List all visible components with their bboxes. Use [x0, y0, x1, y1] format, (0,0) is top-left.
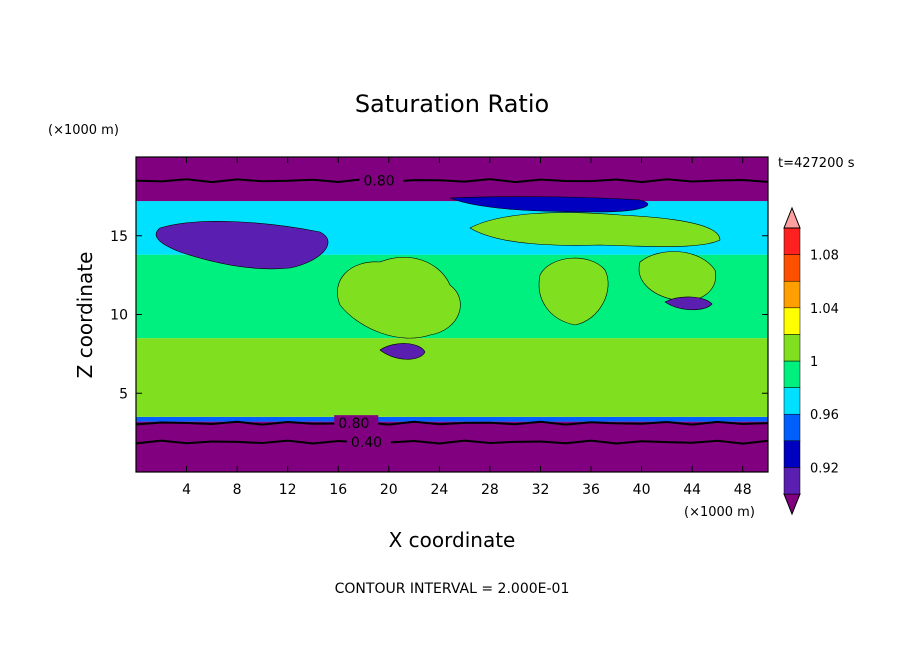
high-level-blob — [638, 251, 717, 302]
y-axis: 5 10 15 — [110, 229, 768, 402]
contour-label-bg — [346, 434, 391, 451]
low-level-blob — [379, 343, 426, 360]
x-tick-label: 12 — [279, 482, 297, 498]
contour-line — [136, 178, 768, 184]
colorbar-segment — [783, 254, 801, 282]
contour-label-bg — [334, 415, 379, 432]
colorbar-extend-high — [783, 206, 801, 229]
colorbar-label: 1.08 — [810, 249, 839, 264]
y-tick-label: 10 — [110, 308, 128, 324]
y-unit-label: (×1000 m) — [48, 123, 119, 138]
contour-label: 0.80 — [364, 174, 395, 190]
x-tick-label: 36 — [582, 482, 600, 498]
colorbar-segment — [783, 413, 801, 442]
x-tick-label: 44 — [683, 482, 701, 498]
colorbar-segment — [783, 387, 801, 415]
x-axis-title: X coordinate — [389, 528, 516, 552]
plot-area: 0.80 0.80 0.40 — [136, 157, 768, 472]
contour-line — [136, 420, 768, 426]
x-tick-label: 20 — [380, 482, 398, 498]
x-tick-label: 28 — [481, 482, 499, 498]
low-level-blob — [155, 221, 329, 270]
colorbar-label: 0.96 — [810, 408, 839, 423]
low-level-blob — [449, 196, 649, 213]
x-axis: 4 8 12 16 20 24 28 32 36 40 44 48 — [182, 157, 752, 498]
low-level-blob — [664, 296, 713, 311]
colorbar-segment — [783, 360, 801, 388]
y-axis-title: Z coordinate — [73, 252, 97, 379]
contour-band — [136, 416, 768, 422]
high-level-blob — [337, 257, 461, 339]
colorbar-label: 1.04 — [810, 302, 839, 317]
colorbar-segment — [783, 440, 801, 468]
x-tick-label: 48 — [734, 482, 752, 498]
x-tick-label: 8 — [233, 482, 242, 498]
y-tick-label: 5 — [119, 386, 128, 402]
contour-label: 0.80 — [338, 416, 369, 432]
contour-interval-note: CONTOUR INTERVAL = 2.000E-01 — [335, 581, 570, 597]
x-tick-label: 24 — [430, 482, 448, 498]
x-unit-label: (×1000 m) — [684, 505, 755, 520]
x-tick-label: 32 — [532, 482, 550, 498]
colorbar-segment — [783, 227, 801, 255]
colorbar-segment — [783, 334, 801, 362]
y-tick-label: 15 — [110, 229, 128, 245]
contour-band — [136, 421, 768, 472]
contour-label-bg — [359, 172, 404, 189]
high-level-blob — [538, 257, 609, 326]
colorbar-extend-low — [783, 493, 801, 516]
contour-line — [136, 439, 768, 445]
contour-label: 0.40 — [351, 435, 382, 451]
contour-lines-layer: 0.80 0.80 0.40 — [136, 172, 768, 451]
colorbar-segment — [783, 307, 801, 335]
colorbar-segment — [783, 280, 801, 309]
colorbar: 0.92 0.96 1 1.04 1.08 — [783, 206, 839, 516]
time-label: t=427200 s — [778, 156, 855, 171]
x-tick-label: 4 — [182, 482, 191, 498]
colorbar-label: 1 — [810, 355, 818, 370]
x-tick-label: 40 — [633, 482, 651, 498]
high-level-blob — [469, 212, 721, 247]
colorbar-label: 0.92 — [810, 461, 839, 476]
chart-title: Saturation Ratio — [355, 90, 549, 118]
colorbar-segment — [783, 467, 801, 495]
x-tick-label: 16 — [329, 482, 347, 498]
contour-band — [136, 338, 768, 417]
